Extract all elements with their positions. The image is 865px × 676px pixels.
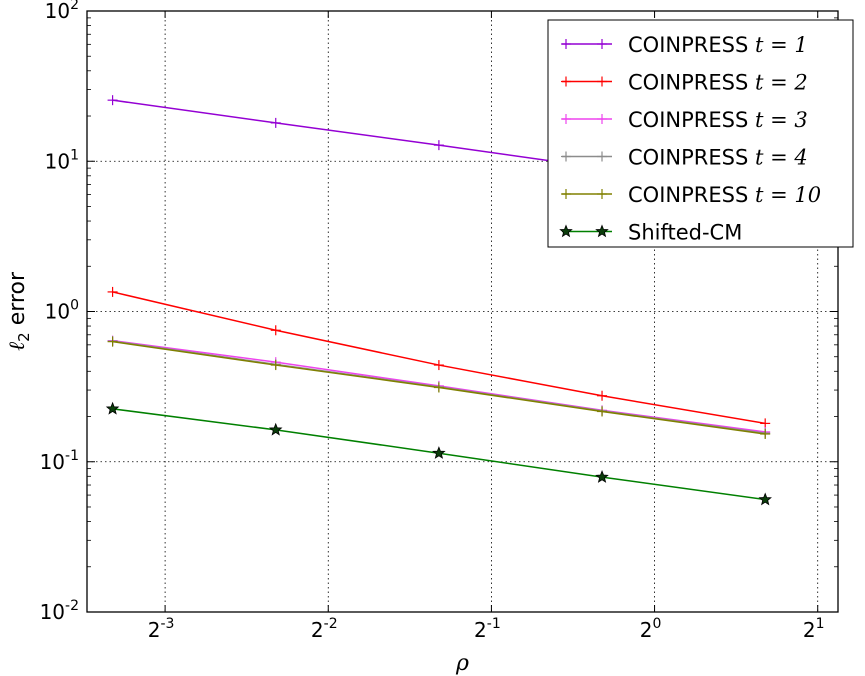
- legend: COINPRESS t = 1 COINPRESS t = 2 COINPRESS …: [547, 19, 854, 248]
- y-axis-label: ℓ2 error: [5, 271, 33, 351]
- x-tick-label: 2-1: [474, 616, 501, 642]
- legend-label: COINPRESS t = 3: [628, 108, 808, 132]
- data-point: [597, 390, 608, 401]
- data-point: [270, 360, 281, 371]
- legend-entry: COINPRESS t = 2: [561, 71, 808, 95]
- legend-label: COINPRESS t = 2: [628, 71, 808, 95]
- data-point: [432, 446, 446, 459]
- legend-entry: COINPRESS t = 4: [561, 146, 808, 170]
- data-point: [105, 401, 120, 415]
- x-tick-label: 2-2: [311, 616, 338, 642]
- legend-marker: [595, 224, 609, 238]
- series-5: [107, 336, 771, 440]
- legend-marker: [597, 76, 607, 87]
- series-6: [105, 401, 772, 506]
- legend-entry: COINPRESS t = 1: [561, 33, 808, 57]
- legend-entry: Shifted-CM: [559, 221, 742, 245]
- data-point: [760, 418, 771, 429]
- data-point: [433, 140, 444, 151]
- legend-marker: [597, 189, 607, 199]
- data-point: [270, 117, 281, 128]
- legend-entry: COINPRESS t = 10: [561, 183, 821, 207]
- legend-box: [547, 19, 854, 248]
- legend-marker: [561, 151, 571, 162]
- legend-marker: [597, 151, 607, 162]
- series-2: [107, 286, 771, 429]
- legend-marker: [561, 76, 571, 87]
- legend-marker: [559, 224, 573, 238]
- legend-marker: [597, 39, 607, 49]
- y-tick-label: 101: [45, 147, 79, 173]
- y-tick-label: 10-1: [40, 448, 79, 474]
- x-axis-label: ρ: [455, 651, 469, 676]
- legend-marker: [597, 114, 607, 124]
- y-tick-label: 100: [45, 298, 79, 324]
- legend-marker: [561, 114, 571, 124]
- data-point: [107, 286, 118, 297]
- data-point: [107, 95, 118, 106]
- legend-entry: COINPRESS t = 3: [561, 108, 808, 132]
- data-point: [597, 406, 608, 417]
- x-tick-label: 2-3: [148, 616, 175, 642]
- x-tick-label: 21: [803, 616, 825, 642]
- data-point: [268, 422, 283, 436]
- legend-label: Shifted-CM: [628, 221, 742, 245]
- legend-label: COINPRESS t = 10: [628, 183, 821, 207]
- data-point: [433, 360, 444, 371]
- data-point: [270, 325, 281, 336]
- data-point: [758, 492, 772, 506]
- legend-label: COINPRESS t = 4: [628, 146, 808, 170]
- legend-marker: [561, 39, 571, 49]
- y-tick-label: 10-2: [40, 598, 79, 624]
- data-point: [760, 429, 771, 440]
- y-tick-label: 102: [45, 0, 79, 23]
- data-point: [107, 336, 118, 347]
- x-tick-label: 20: [640, 616, 662, 642]
- data-point: [433, 382, 444, 393]
- legend-marker: [561, 189, 571, 199]
- legend-label: COINPRESS t = 1: [628, 33, 808, 57]
- data-point: [595, 470, 609, 483]
